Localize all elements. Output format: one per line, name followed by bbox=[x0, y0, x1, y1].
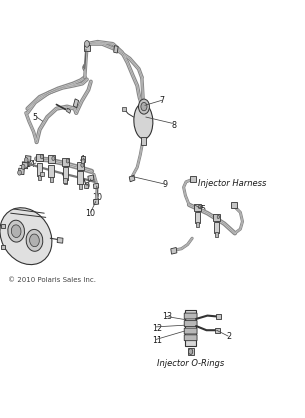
Bar bbox=[62, 158, 69, 166]
Ellipse shape bbox=[0, 208, 52, 265]
Text: © 2010 Polaris Sales Inc.: © 2010 Polaris Sales Inc. bbox=[8, 277, 96, 283]
Bar bbox=[66, 108, 71, 113]
Bar bbox=[49, 177, 53, 182]
Bar bbox=[36, 154, 43, 161]
Bar bbox=[114, 46, 118, 53]
Bar bbox=[194, 204, 201, 211]
Ellipse shape bbox=[11, 225, 21, 237]
Bar bbox=[213, 214, 220, 221]
Circle shape bbox=[138, 99, 149, 114]
Circle shape bbox=[188, 349, 193, 354]
Bar bbox=[188, 348, 194, 355]
Bar bbox=[122, 107, 126, 111]
Text: 9: 9 bbox=[84, 182, 89, 191]
Text: 2: 2 bbox=[19, 165, 24, 174]
Bar bbox=[81, 156, 85, 162]
Text: 8: 8 bbox=[171, 121, 176, 130]
Bar bbox=[84, 45, 90, 51]
Bar bbox=[185, 310, 196, 346]
Bar bbox=[88, 175, 94, 181]
Circle shape bbox=[18, 170, 21, 175]
Bar bbox=[48, 155, 55, 163]
Bar bbox=[190, 176, 196, 181]
Circle shape bbox=[81, 160, 84, 164]
Bar bbox=[48, 165, 54, 177]
Bar bbox=[94, 184, 99, 189]
Bar bbox=[1, 224, 5, 228]
Text: 11: 11 bbox=[152, 336, 162, 345]
Circle shape bbox=[24, 158, 28, 163]
Circle shape bbox=[52, 156, 55, 161]
Circle shape bbox=[84, 41, 89, 47]
Text: 4: 4 bbox=[80, 155, 85, 164]
Bar bbox=[195, 212, 200, 223]
Bar bbox=[215, 328, 220, 333]
Text: 2: 2 bbox=[226, 332, 231, 341]
Circle shape bbox=[40, 155, 43, 159]
Bar bbox=[231, 202, 237, 207]
Ellipse shape bbox=[26, 229, 43, 251]
Bar bbox=[57, 237, 63, 243]
Circle shape bbox=[217, 215, 220, 219]
Bar bbox=[77, 171, 83, 184]
Text: 10: 10 bbox=[93, 193, 102, 202]
Ellipse shape bbox=[30, 234, 39, 247]
Bar bbox=[18, 168, 24, 175]
Bar bbox=[64, 179, 67, 184]
Bar bbox=[214, 222, 219, 233]
Text: 13: 13 bbox=[162, 312, 172, 321]
Bar bbox=[215, 232, 218, 237]
FancyBboxPatch shape bbox=[184, 313, 197, 319]
FancyBboxPatch shape bbox=[184, 321, 197, 326]
Bar bbox=[77, 162, 84, 170]
Text: 6: 6 bbox=[81, 64, 86, 74]
Ellipse shape bbox=[8, 220, 24, 242]
Text: 10: 10 bbox=[85, 209, 95, 218]
Circle shape bbox=[66, 159, 69, 163]
Text: 12: 12 bbox=[152, 324, 162, 333]
Bar bbox=[196, 222, 199, 227]
Bar bbox=[38, 175, 41, 180]
Bar bbox=[40, 172, 44, 176]
Bar bbox=[22, 162, 28, 169]
Bar bbox=[84, 184, 88, 188]
Text: 7: 7 bbox=[159, 96, 164, 105]
Circle shape bbox=[198, 205, 201, 209]
Text: Injector O-Rings: Injector O-Rings bbox=[157, 359, 224, 368]
Bar bbox=[73, 99, 79, 108]
Bar bbox=[25, 155, 31, 162]
FancyBboxPatch shape bbox=[184, 328, 197, 334]
Bar bbox=[37, 163, 42, 176]
Circle shape bbox=[141, 102, 147, 111]
Bar bbox=[216, 314, 221, 319]
Text: 15: 15 bbox=[196, 205, 206, 214]
Bar bbox=[171, 247, 177, 254]
Bar bbox=[63, 178, 67, 183]
FancyBboxPatch shape bbox=[184, 335, 197, 341]
Bar bbox=[63, 167, 68, 180]
Text: Injector Harness: Injector Harness bbox=[198, 179, 267, 189]
Circle shape bbox=[21, 164, 25, 169]
Text: 3: 3 bbox=[25, 155, 30, 165]
Text: 5: 5 bbox=[33, 112, 38, 122]
Bar bbox=[129, 175, 135, 182]
Bar bbox=[94, 199, 99, 205]
Ellipse shape bbox=[134, 104, 153, 139]
Circle shape bbox=[81, 163, 84, 167]
Bar bbox=[79, 184, 82, 189]
Text: 9: 9 bbox=[162, 180, 167, 189]
Bar bbox=[1, 245, 5, 249]
Text: 14: 14 bbox=[26, 160, 35, 169]
Bar bbox=[141, 137, 146, 145]
